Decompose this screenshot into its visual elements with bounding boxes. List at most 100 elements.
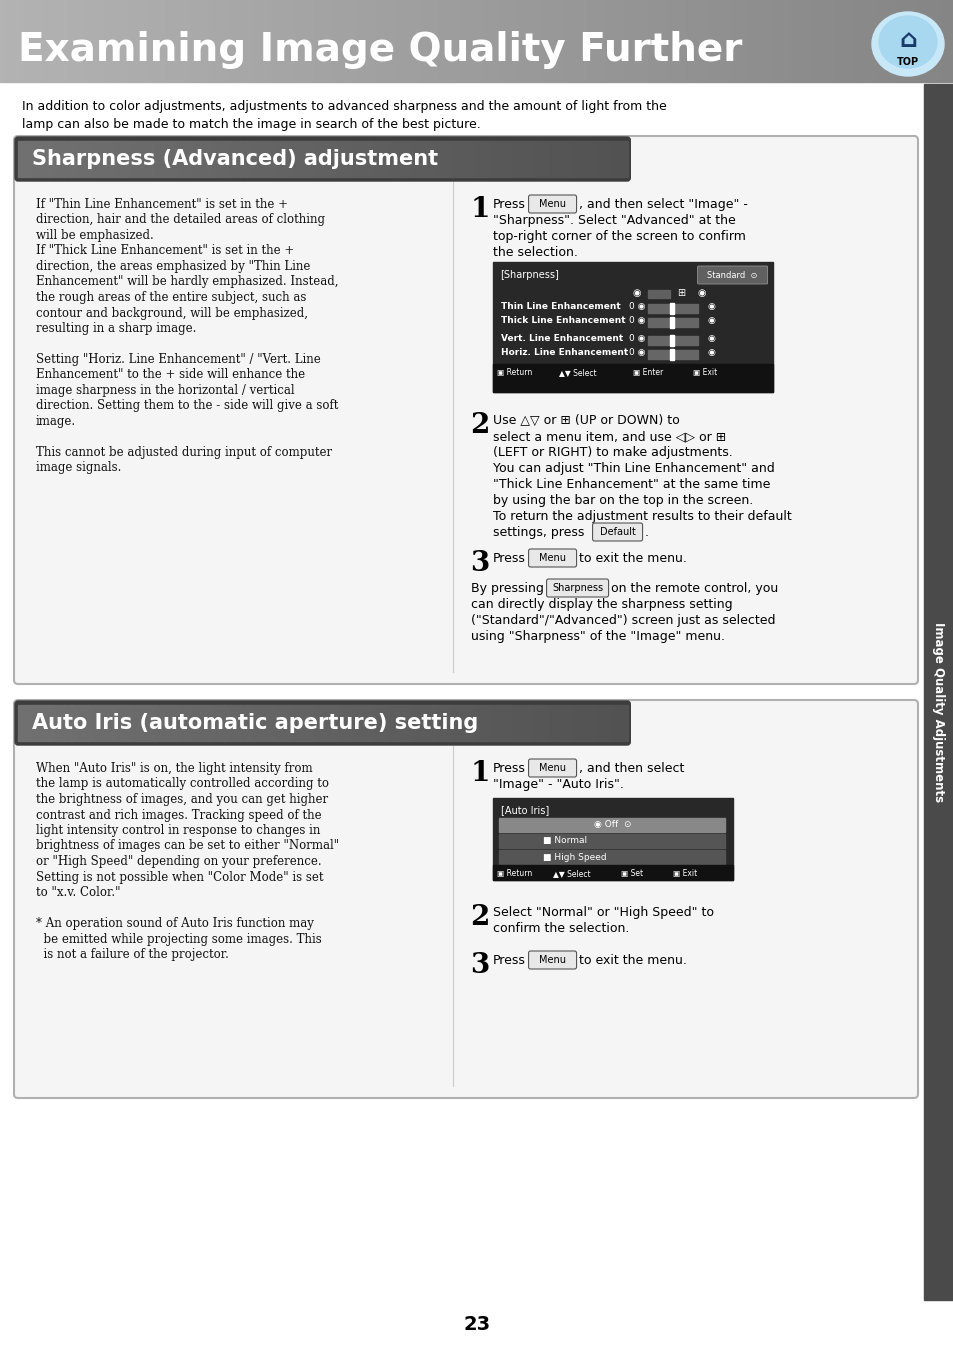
Text: By pressing: By pressing: [470, 582, 543, 595]
Bar: [360, 705, 369, 741]
Bar: [434, 0, 438, 82]
Bar: [324, 0, 329, 82]
Text: 3: 3: [470, 549, 489, 576]
Bar: [612, 705, 620, 741]
Bar: [543, 705, 552, 741]
Bar: [492, 364, 772, 391]
Text: (LEFT or RIGHT) to make adjustments.: (LEFT or RIGHT) to make adjustments.: [492, 446, 732, 459]
Bar: [772, 0, 777, 82]
Bar: [529, 0, 534, 82]
Bar: [391, 140, 399, 177]
Text: 0 ◉: 0 ◉: [628, 333, 644, 343]
Bar: [667, 0, 672, 82]
Text: lamp can also be made to match the image in search of the best picture.: lamp can also be made to match the image…: [22, 117, 480, 131]
Text: image sharpness in the horizontal / vertical: image sharpness in the horizontal / vert…: [36, 383, 294, 397]
Bar: [524, 0, 529, 82]
Bar: [604, 705, 613, 741]
Bar: [178, 705, 187, 741]
Bar: [41, 140, 50, 177]
Text: To return the adjustment results to their default: To return the adjustment results to thei…: [492, 510, 790, 522]
Bar: [18, 140, 27, 177]
Text: ◉: ◉: [707, 333, 715, 343]
Text: "Image" - "Auto Iris".: "Image" - "Auto Iris".: [492, 778, 622, 791]
Bar: [286, 0, 291, 82]
Bar: [79, 705, 88, 741]
Bar: [498, 834, 723, 848]
Bar: [475, 140, 483, 177]
Text: Setting "Horiz. Line Enhancement" / "Vert. Line: Setting "Horiz. Line Enhancement" / "Ver…: [36, 352, 320, 366]
Bar: [943, 0, 948, 82]
Bar: [677, 0, 681, 82]
Bar: [330, 705, 338, 741]
Bar: [436, 705, 445, 741]
Bar: [424, 0, 429, 82]
Bar: [299, 705, 308, 741]
Bar: [248, 0, 253, 82]
Bar: [353, 0, 357, 82]
Text: Sharpness (Advanced) adjustment: Sharpness (Advanced) adjustment: [32, 148, 437, 169]
Bar: [551, 705, 559, 741]
Bar: [647, 290, 669, 298]
Bar: [572, 0, 577, 82]
Bar: [100, 0, 105, 82]
Text: using "Sharpness" of the "Image" menu.: using "Sharpness" of the "Image" menu.: [470, 630, 723, 643]
Bar: [86, 0, 91, 82]
Bar: [419, 0, 424, 82]
Text: ▣ Exit: ▣ Exit: [672, 869, 696, 878]
Bar: [939, 0, 943, 82]
Text: ■ High Speed: ■ High Speed: [542, 852, 605, 861]
Bar: [648, 0, 653, 82]
Bar: [562, 0, 567, 82]
Bar: [269, 705, 277, 741]
Bar: [510, 0, 515, 82]
Bar: [299, 140, 308, 177]
Bar: [515, 0, 519, 82]
Bar: [786, 0, 791, 82]
Text: ▲▼ Select: ▲▼ Select: [558, 369, 596, 377]
Bar: [459, 140, 468, 177]
Bar: [337, 140, 346, 177]
Bar: [171, 705, 179, 741]
Bar: [589, 705, 598, 741]
Bar: [71, 0, 76, 82]
Bar: [734, 0, 739, 82]
Bar: [94, 705, 103, 741]
Bar: [653, 0, 658, 82]
Bar: [133, 0, 138, 82]
Bar: [52, 0, 57, 82]
Text: ▣ Exit: ▣ Exit: [692, 369, 716, 377]
Bar: [658, 0, 662, 82]
Bar: [272, 0, 276, 82]
Text: 3: 3: [470, 952, 489, 979]
FancyBboxPatch shape: [528, 759, 576, 778]
Bar: [558, 705, 567, 741]
Bar: [148, 705, 156, 741]
Bar: [519, 0, 524, 82]
Text: image.: image.: [36, 414, 76, 428]
Text: "Sharpness". Select "Advanced" at the: "Sharpness". Select "Advanced" at the: [492, 215, 735, 227]
Text: TOP: TOP: [896, 57, 918, 68]
Bar: [520, 705, 529, 741]
Text: will be emphasized.: will be emphasized.: [36, 230, 153, 242]
FancyBboxPatch shape: [546, 579, 608, 597]
Bar: [172, 0, 176, 82]
Bar: [400, 0, 405, 82]
Bar: [923, 84, 953, 1300]
Bar: [715, 0, 720, 82]
Text: Thick Line Enhancement: Thick Line Enhancement: [500, 316, 624, 325]
Text: can directly display the sharpness setting: can directly display the sharpness setti…: [470, 598, 731, 612]
Text: brightness of images can be set to either "Normal": brightness of images can be set to eithe…: [36, 840, 338, 852]
Text: Standard  ⊙: Standard ⊙: [706, 270, 757, 279]
Bar: [381, 0, 386, 82]
Bar: [334, 0, 338, 82]
Bar: [520, 140, 529, 177]
Bar: [574, 140, 582, 177]
Text: ("Standard"/"Advanced") screen just as selected: ("Standard"/"Advanced") screen just as s…: [470, 614, 774, 626]
Bar: [498, 818, 723, 832]
Bar: [337, 705, 346, 741]
Bar: [481, 0, 486, 82]
Bar: [395, 0, 400, 82]
Text: 1: 1: [470, 760, 490, 787]
Bar: [125, 705, 133, 741]
Text: 0 ◉: 0 ◉: [628, 348, 644, 356]
